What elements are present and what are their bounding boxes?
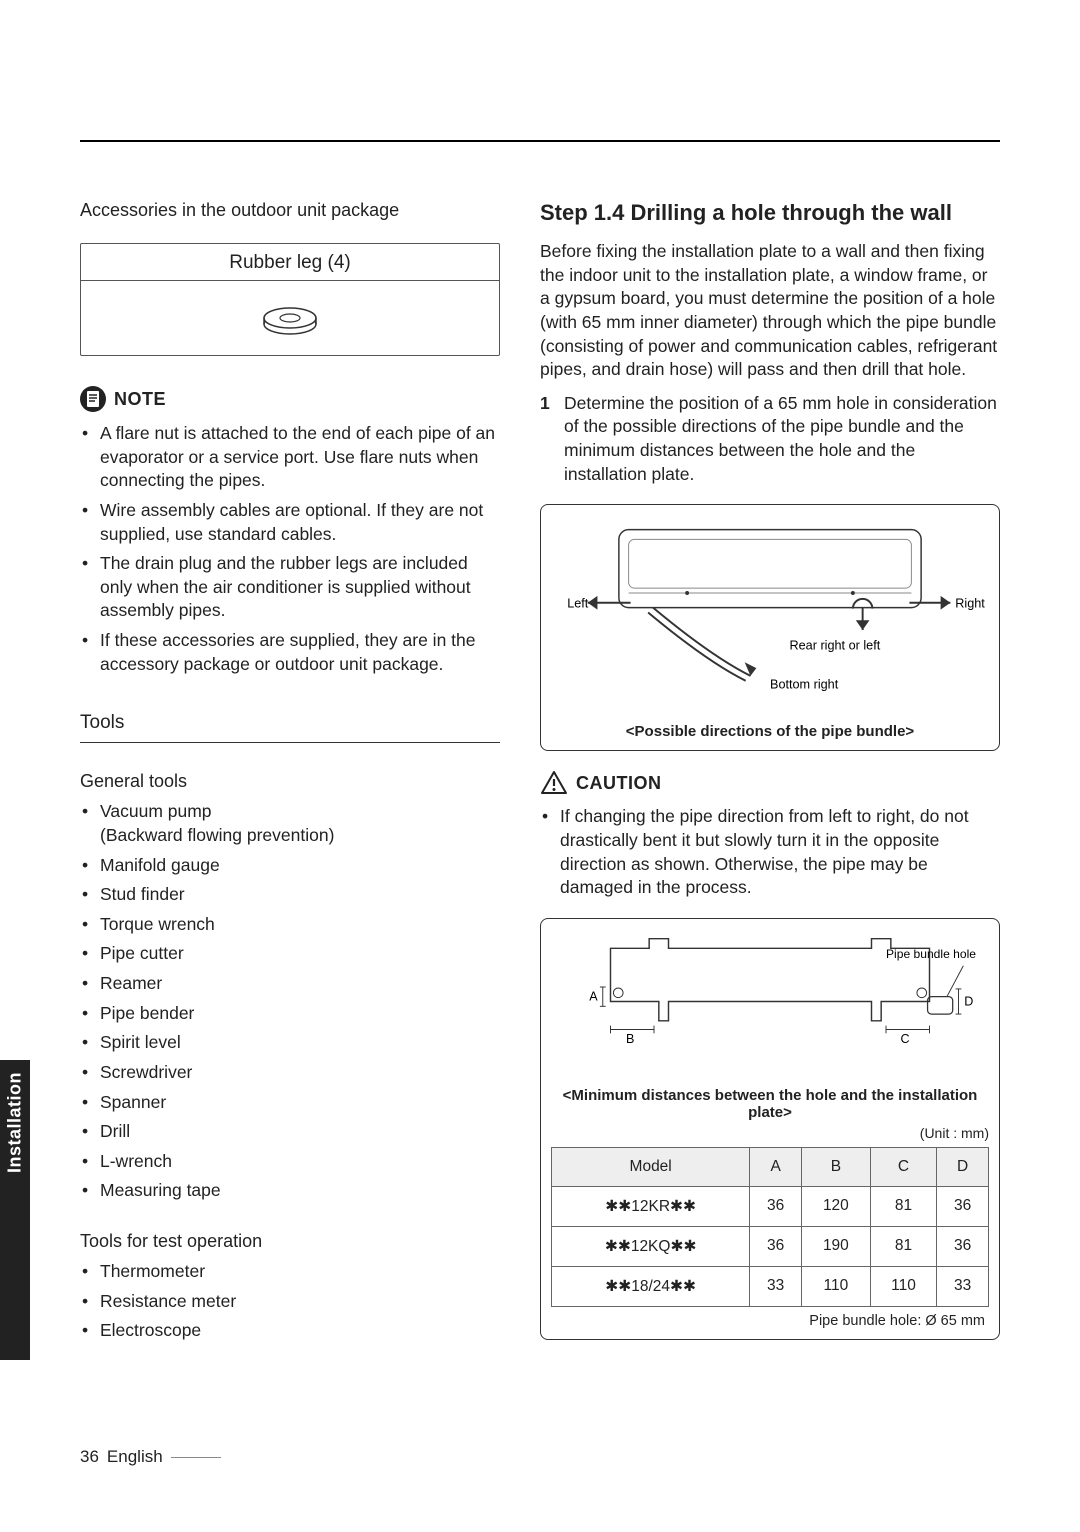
side-tab: Installation [0,1060,30,1360]
diagram-caption: <Possible directions of the pipe bundle> [551,723,989,740]
table-header: B [802,1147,871,1186]
page-lang: English [107,1447,163,1467]
intro-text: Before fixing the installation plate to … [540,240,1000,382]
left-column: Accessories in the outdoor unit package … [80,200,500,1358]
list-item: Electroscope [100,1319,500,1343]
table-row: ✱✱12KR✱✱ 36 120 81 36 [552,1186,989,1226]
caution-list: If changing the pipe direction from left… [540,805,1000,900]
caution-heading: CAUTION [540,769,1000,797]
rubber-leg-image [81,281,499,355]
top-rule [80,140,1000,142]
right-column: Step 1.4 Drilling a hole through the wal… [540,200,1000,1358]
svg-text:C: C [901,1032,910,1046]
table-header: D [937,1147,989,1186]
diagram-left-label: Left [567,597,589,611]
dimensions-table: Model A B C D ✱✱12KR✱✱ 36 120 81 36 ✱✱12… [551,1147,989,1307]
note-icon [80,386,106,412]
page-footer: 36 English [80,1447,221,1467]
table-row: Model A B C D [552,1147,989,1186]
accessories-title: Accessories in the outdoor unit package [80,200,500,221]
list-item: Drill [100,1120,500,1144]
list-item: Torque wrench [100,913,500,937]
list-item: Screwdriver [100,1061,500,1085]
diagram-right-label: Right [955,597,985,611]
caution-label: CAUTION [576,773,662,794]
list-item: Spanner [100,1091,500,1115]
numbered-list: 1 Determine the position of a 65 mm hole … [540,392,1000,487]
list-item: The drain plug and the rubber legs are i… [100,552,500,623]
step-heading: Step 1.4 Drilling a hole through the wal… [540,200,1000,226]
diagram-directions: Left Right Rear right or left Bottom rig… [540,504,1000,751]
unit-note: (Unit : mm) [551,1125,989,1141]
note-heading: NOTE [80,386,500,412]
pipe-bundle-label: Pipe bundle hole [886,947,976,961]
diagram-distances: Pipe bundle hole A B C D <Minimum distan… [540,918,1000,1340]
list-item: If changing the pipe direction from left… [560,805,1000,900]
test-tools-heading: Tools for test operation [80,1231,500,1252]
page-number: 36 [80,1447,99,1467]
table-row: ✱✱12KQ✱✱ 36 190 81 36 [552,1226,989,1266]
table-header: A [750,1147,802,1186]
list-item: Measuring tape [100,1179,500,1203]
diagram-bottom-label: Bottom right [770,678,839,692]
list-item: Thermometer [100,1260,500,1284]
footer-rule [171,1457,221,1458]
diagram-rear-label: Rear right or left [790,639,881,653]
list-item: Reamer [100,972,500,996]
list-item: 1Determine the position of a 65 mm hole … [564,392,1000,487]
general-tools-list: Vacuum pump (Backward flowing prevention… [80,800,500,1203]
accessory-box: Rubber leg (4) [80,243,500,356]
table-header: C [870,1147,936,1186]
table-row: ✱✱18/24✱✱ 33 110 110 33 [552,1266,989,1306]
note-list: A flare nut is attached to the end of ea… [80,422,500,676]
list-item: Spirit level [100,1031,500,1055]
note-label: NOTE [114,389,166,410]
svg-text:D: D [964,994,973,1008]
list-item: If these accessories are supplied, they … [100,629,500,676]
list-item: Pipe cutter [100,942,500,966]
list-item: A flare nut is attached to the end of ea… [100,422,500,493]
list-item: L-wrench [100,1150,500,1174]
table-header: Model [552,1147,750,1186]
svg-text:B: B [626,1032,634,1046]
content: Accessories in the outdoor unit package … [80,200,1000,1358]
diagram-caption: <Minimum distances between the hole and … [551,1087,989,1121]
list-item: Pipe bender [100,1002,500,1026]
list-item: Vacuum pump (Backward flowing prevention… [100,800,500,847]
general-tools-heading: General tools [80,771,500,792]
list-item: Resistance meter [100,1290,500,1314]
list-item: Wire assembly cables are optional. If th… [100,499,500,546]
step-number: 1 [540,392,550,416]
svg-text:A: A [589,989,598,1003]
warning-icon [540,769,568,797]
list-item: Manifold gauge [100,854,500,878]
list-item: Stud finder [100,883,500,907]
rubber-leg-caption: Rubber leg (4) [81,244,499,281]
test-tools-list: Thermometer Resistance meter Electroscop… [80,1260,500,1343]
pipe-note: Pipe bundle hole: Ø 65 mm [551,1313,985,1329]
step-text: Determine the position of a 65 mm hole i… [564,393,997,484]
tools-heading: Tools [80,712,500,743]
